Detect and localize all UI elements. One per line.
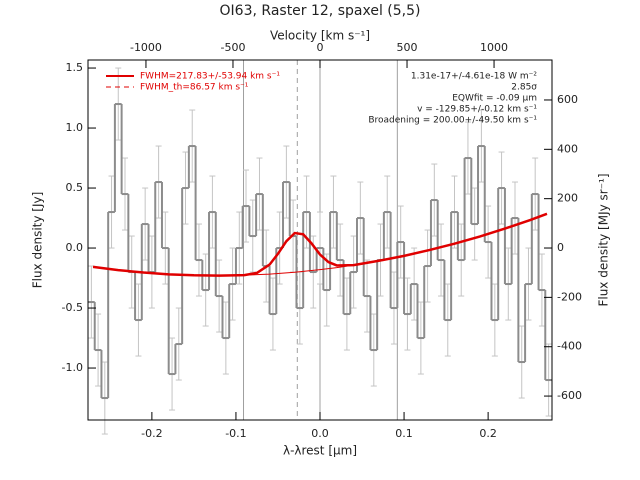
y2-tick-label: 200 — [557, 192, 578, 205]
y-tick-label: 0.5 — [66, 181, 84, 194]
y2-tick-label: 600 — [557, 93, 578, 106]
x2-tick-label: 0 — [317, 41, 324, 54]
y2-tick-label: 400 — [557, 142, 578, 155]
x-tick-label: 0.0 — [311, 427, 329, 440]
fit-line — [92, 213, 548, 277]
legend-label: FWHM_th=86.57 km s⁻¹ — [140, 83, 249, 93]
annotation: 2.85σ — [511, 83, 537, 93]
annotation: v = -129.85+/-0.12 km s⁻¹ — [417, 105, 537, 115]
y2-axis-label: Flux density [MJy sr⁻¹] — [597, 173, 611, 306]
y-axis-label: Flux density [Jy] — [31, 192, 45, 289]
y2-tick-label: -400 — [557, 340, 582, 353]
y-tick-label: -1.0 — [62, 361, 83, 374]
x2-tick-label: -500 — [220, 41, 245, 54]
x2-axis-label: Velocity [km s⁻¹] — [270, 29, 370, 43]
y2-tick-label: -600 — [557, 389, 582, 402]
x-tick-label: -0.2 — [141, 427, 162, 440]
x2-tick-label: 500 — [397, 41, 418, 54]
y2-tick-label: -200 — [557, 290, 582, 303]
annotation: 1.31e-17+/-4.61e-18 W m⁻² — [411, 72, 538, 82]
x2-tick-label: -1000 — [130, 41, 162, 54]
y-tick-label: 1.5 — [66, 61, 84, 74]
legend-label: FWHM=217.83+/-53.94 km s⁻¹ — [140, 72, 280, 82]
x-tick-label: 0.1 — [395, 427, 413, 440]
x2-tick-label: 1000 — [480, 41, 508, 54]
annotation: Broadening = 200.00+/-49.50 km s⁻¹ — [368, 116, 537, 126]
y-tick-label: -0.5 — [62, 301, 83, 314]
x-axis-label: λ-λrest [µm] — [283, 444, 357, 458]
x-tick-label: 0.2 — [479, 427, 497, 440]
annotation: EQWfit = -0.09 µm — [452, 94, 537, 104]
y-tick-label: 1.0 — [66, 121, 84, 134]
y-tick-label: 0.0 — [66, 241, 84, 254]
x-tick-label: -0.1 — [225, 427, 246, 440]
chart-title: OI63, Raster 12, spaxel (5,5) — [220, 3, 421, 19]
y2-tick-label: 0 — [557, 241, 564, 254]
